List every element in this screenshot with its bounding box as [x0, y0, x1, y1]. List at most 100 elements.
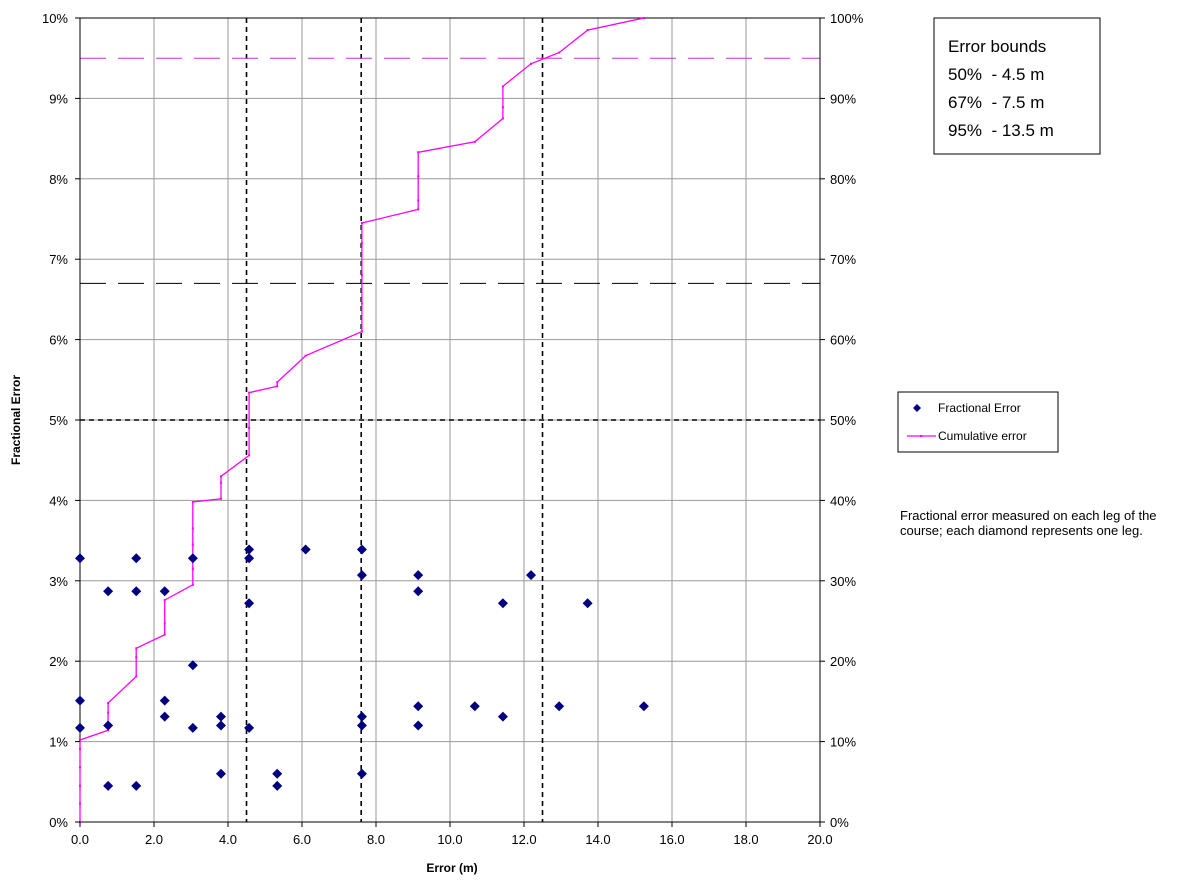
fractional-error-point — [497, 598, 508, 609]
fractional-error-point — [131, 553, 142, 564]
cumulative-point — [642, 17, 645, 19]
fractional-error-point — [159, 711, 170, 722]
fractional-error-point — [244, 722, 255, 733]
fractional-error-point — [187, 553, 198, 564]
legend-item-cumulative-error: Cumulative error — [938, 429, 1027, 443]
cumulative-point — [191, 543, 194, 546]
cumulative-error-line — [79, 17, 645, 822]
fractional-error-point — [526, 570, 537, 581]
cumulative-point — [360, 330, 363, 333]
y-tick-label: 0% — [49, 815, 68, 830]
cumulative-point — [417, 199, 420, 202]
fractional-error-point — [75, 695, 85, 706]
y2-tick-label: 10% — [830, 735, 856, 750]
fractional-series — [75, 544, 649, 791]
legend-diamond-icon — [913, 404, 921, 412]
cumulative-point — [191, 527, 194, 530]
y-tick-label: 2% — [49, 654, 68, 669]
x-tick-label: 8.0 — [367, 832, 385, 847]
y2-tick-label: 90% — [830, 91, 856, 106]
cumulative-point — [79, 766, 81, 769]
fractional-error-point — [272, 780, 283, 791]
legend: Fractional Error Cumulative error — [897, 391, 1059, 453]
error-bounds-box: Error bounds 50% - 4.5 m 67% - 7.5 m 95%… — [933, 17, 1101, 155]
fractional-error-point — [103, 586, 114, 597]
fractional-error-point — [244, 544, 255, 555]
x-tick-label: 6.0 — [293, 832, 311, 847]
x-tick-label: 18.0 — [733, 832, 758, 847]
y-tick-label: 5% — [49, 413, 68, 428]
y2-tick-label: 30% — [830, 574, 856, 589]
reference-lines — [80, 18, 820, 822]
chart-note: Fractional error measured on each leg of… — [900, 508, 1157, 538]
x-tick-label: 4.0 — [219, 832, 237, 847]
cumulative-point — [107, 711, 110, 714]
fractional-error-point — [356, 768, 367, 779]
fractional-error-point — [187, 660, 198, 671]
cumulative-point — [79, 784, 81, 787]
fractional-error-point — [413, 701, 424, 712]
x-tick-label: 16.0 — [659, 832, 684, 847]
cumulative-series — [79, 17, 645, 823]
fractional-error-point — [159, 586, 170, 597]
cumulative-point — [191, 501, 194, 504]
y-tick-label: 10% — [42, 11, 68, 26]
fractional-error-point — [356, 720, 367, 731]
fractional-error-point — [187, 722, 198, 733]
fractional-error-point — [75, 553, 85, 564]
cumulative-point — [558, 51, 561, 54]
y-tick-label: 3% — [49, 574, 68, 589]
fractional-error-point — [244, 553, 255, 564]
fractional-error-point — [75, 722, 85, 733]
fractional-error-point — [356, 544, 367, 555]
fractional-error-point — [244, 598, 255, 609]
cumulative-point — [248, 454, 251, 457]
fractional-error-point — [413, 720, 424, 731]
cumulative-point — [360, 274, 363, 277]
cumulative-point — [79, 802, 81, 805]
cumulative-point — [135, 656, 138, 659]
cumulative-point — [501, 85, 504, 88]
cumulative-point — [276, 381, 279, 384]
fractional-error-point — [131, 586, 142, 597]
x-tick-label: 14.0 — [585, 832, 610, 847]
fractional-error-point — [638, 701, 649, 712]
y-axis-title: Fractional Error — [9, 375, 23, 465]
y2-tick-label: 80% — [830, 172, 856, 187]
cumulative-point — [191, 583, 194, 586]
cumulative-point — [135, 647, 138, 650]
cumulative-point — [163, 633, 166, 636]
fractional-error-point — [413, 570, 424, 581]
fractional-error-point — [356, 711, 367, 722]
x-axis-title: Error (m) — [426, 861, 477, 875]
y2-tick-label: 60% — [830, 333, 856, 348]
x-tick-label: 10.0 — [437, 832, 462, 847]
y-tick-label: 7% — [49, 252, 68, 267]
y-tick-label: 6% — [49, 333, 68, 348]
cumulative-point — [417, 175, 420, 178]
x-tick-label: 2.0 — [145, 832, 163, 847]
fractional-error-point — [215, 720, 226, 731]
cumulative-point — [248, 391, 251, 394]
fractional-error-point — [300, 544, 311, 555]
cumulative-point — [530, 62, 533, 65]
fractional-error-point — [413, 586, 424, 597]
y2-tick-label: 0% — [830, 815, 849, 830]
y2-tick-label: 100% — [830, 11, 864, 26]
fractional-error-point — [215, 768, 226, 779]
cumulative-point — [135, 675, 138, 678]
x-tick-label: 12.0 — [511, 832, 536, 847]
cumulative-point — [501, 117, 504, 120]
fractional-error-point — [272, 768, 283, 779]
fractional-error-point — [582, 598, 593, 609]
y2-tick-label: 20% — [830, 654, 856, 669]
legend-item-fractional-error: Fractional Error — [938, 401, 1021, 415]
fractional-error-point — [103, 720, 114, 731]
cumulative-point — [248, 427, 251, 430]
cumulative-point — [473, 140, 476, 143]
y-tick-label: 9% — [49, 91, 68, 106]
x-tick-label: 0.0 — [71, 832, 89, 847]
fractional-error-point — [103, 780, 114, 791]
fractional-error-point — [356, 570, 367, 581]
